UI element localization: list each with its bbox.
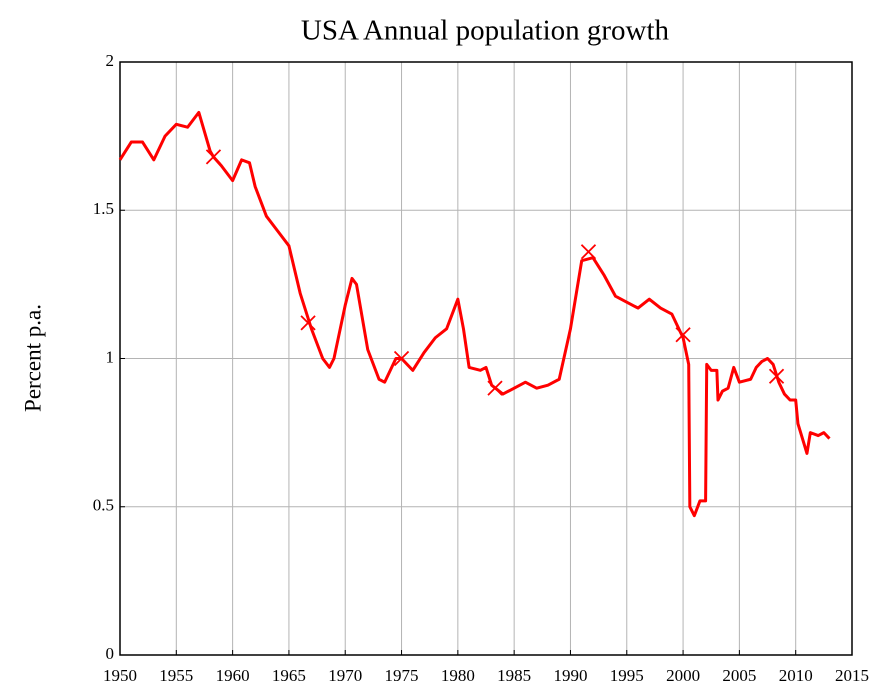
- plot-border: [119, 61, 853, 656]
- marker: [580, 244, 597, 260]
- marker: [675, 327, 691, 343]
- x-tick-label: 1960: [216, 666, 250, 685]
- marker: [300, 315, 316, 331]
- x-tick-label: 1970: [328, 666, 362, 685]
- x-tick-label: 1995: [610, 666, 644, 685]
- x-tick-label: 1990: [553, 666, 587, 685]
- x-tick-label: 1980: [441, 666, 475, 685]
- data-line: [118, 110, 831, 518]
- x-tick-label: 2005: [722, 666, 756, 685]
- marker: [768, 368, 785, 384]
- chart-title: USA Annual population growth: [301, 15, 670, 47]
- y-tick-label: 1.5: [93, 199, 114, 218]
- x-tick-label: 2000: [666, 666, 700, 685]
- y-tick-label: 0: [106, 644, 115, 663]
- x-tick-label: 1965: [272, 666, 306, 685]
- marker: [487, 380, 503, 396]
- x-tick-label: 2015: [835, 666, 869, 685]
- marker: [393, 350, 410, 367]
- x-tick-label: 2010: [779, 666, 813, 685]
- marker: [205, 149, 222, 165]
- x-tick-label: 1985: [497, 666, 531, 685]
- y-tick-label: 0.5: [93, 496, 114, 515]
- x-tick-label: 1975: [385, 666, 419, 685]
- x-tick-label: 1950: [103, 666, 137, 685]
- x-tick-label: 1955: [159, 666, 193, 685]
- y-axis-label: Percent p.a.: [20, 304, 45, 412]
- y-tick-label: 2: [106, 51, 115, 70]
- y-tick-label: 1: [106, 347, 115, 366]
